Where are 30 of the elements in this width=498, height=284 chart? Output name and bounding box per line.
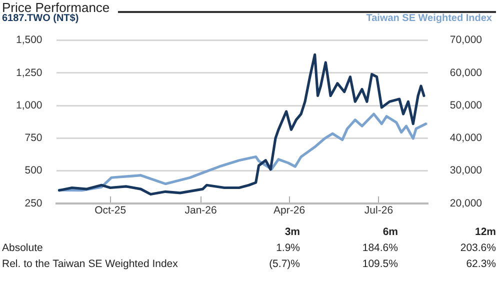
y-tick-label: 250: [24, 197, 42, 210]
text: 62.3%: [465, 258, 496, 270]
text: 6m: [382, 226, 398, 238]
text: 203.6%: [459, 242, 496, 254]
text: Absolute: [2, 242, 44, 254]
y2-tick-label: 20,000: [450, 197, 482, 210]
y2-tick-label: 40,000: [450, 132, 482, 144]
text: 12m: [474, 226, 496, 238]
y2-tick-label: 60,000: [450, 66, 482, 79]
text: 184.6%: [361, 242, 398, 254]
text: (5.7)%: [268, 258, 300, 270]
y2-tick-label: 70,000: [450, 34, 482, 46]
text: Rel. to the Taiwan SE Weighted Index: [2, 258, 179, 270]
text: Taiwan SE Weighted Index: [366, 13, 492, 24]
y2-tick-label: 50,000: [450, 99, 482, 112]
y-tick-label: 500: [24, 164, 42, 177]
x-tick-label: Oct-25: [94, 204, 126, 217]
y-tick-label: 1,500: [16, 34, 42, 46]
text: 6187.TWO (NT$): [2, 13, 79, 24]
y2-tick-label: 30,000: [450, 164, 482, 177]
text: 1.9%: [275, 242, 300, 254]
chart-title: Price Performance: [2, 0, 110, 15]
x-tick-label: Jul-26: [364, 204, 394, 217]
y-tick-label: 750: [24, 132, 42, 144]
text: 3m: [284, 226, 300, 238]
text: 109.5%: [361, 258, 398, 270]
y-tick-label: 1,000: [16, 99, 42, 112]
x-tick-label: Apr-26: [274, 204, 306, 217]
x-tick-label: Jan-26: [184, 204, 217, 217]
y-tick-label: 1,250: [16, 66, 42, 79]
